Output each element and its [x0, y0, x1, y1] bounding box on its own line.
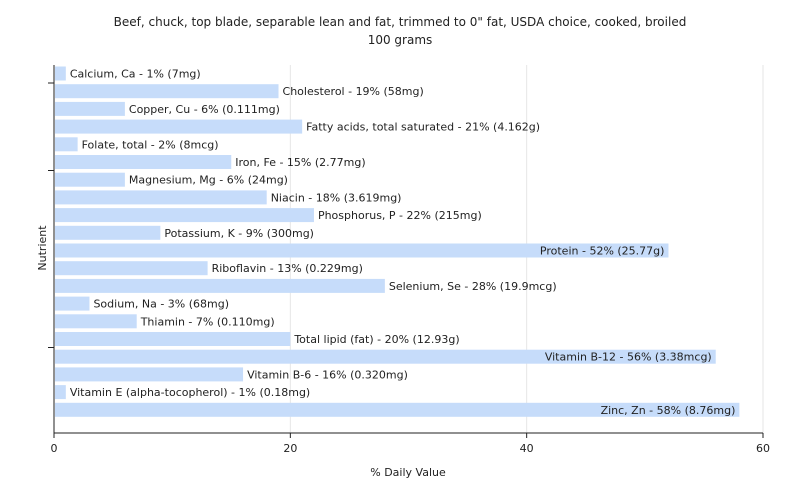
bar-label: Riboflavin - 13% (0.229mg)	[212, 262, 363, 275]
bar-label: Thiamin - 7% (0.110mg)	[140, 315, 275, 328]
bar-label: Vitamin B-6 - 16% (0.320mg)	[247, 368, 408, 381]
bar	[55, 208, 314, 223]
bar	[55, 137, 78, 152]
y-axis-label: Nutrient	[36, 225, 49, 271]
bars-group: Calcium, Ca - 1% (7mg) Cholesterol - 19% …	[55, 66, 740, 417]
x-tick-label: 60	[756, 442, 770, 455]
bar-label: Cholesterol - 19% (58mg)	[283, 85, 424, 98]
bar-label: Niacin - 18% (3.619mg)	[271, 191, 402, 204]
x-tick-label: 0	[51, 442, 58, 455]
bar	[55, 296, 90, 311]
bar-label: Folate, total - 2% (8mcg)	[82, 138, 219, 151]
bar	[55, 314, 137, 329]
bar-label: Potassium, K - 9% (300mg)	[164, 227, 314, 240]
bar-label: Total lipid (fat) - 20% (12.93g)	[293, 333, 459, 346]
chart-title: Beef, chuck, top blade, separable lean a…	[113, 15, 687, 29]
bar-label: Sodium, Na - 3% (68mg)	[93, 298, 229, 311]
bar	[55, 402, 740, 417]
bar	[55, 385, 66, 400]
bar-label: Zinc, Zn - 58% (8.76mg)	[601, 404, 736, 417]
bar-label: Fatty acids, total saturated - 21% (4.16…	[306, 121, 540, 134]
bar-label: Vitamin E (alpha-tocopherol) - 1% (0.18m…	[70, 386, 310, 399]
bar-label: Phosphorus, P - 22% (215mg)	[318, 209, 482, 222]
axes: 0 20 40 60	[48, 65, 770, 455]
bar	[55, 278, 385, 293]
bar-label: Calcium, Ca - 1% (7mg)	[70, 68, 201, 81]
bar	[55, 155, 232, 169]
bar-label: Magnesium, Mg - 6% (24mg)	[129, 174, 288, 187]
bar	[55, 349, 716, 364]
chart-subtitle: 100 grams	[367, 33, 433, 47]
bar	[55, 225, 161, 240]
bar-label: Iron, Fe - 15% (2.77mg)	[235, 156, 365, 169]
bar-label: Copper, Cu - 6% (0.111mg)	[129, 103, 280, 116]
bar	[55, 66, 66, 81]
bar	[55, 101, 125, 116]
bar	[55, 332, 291, 346]
bar	[55, 261, 208, 276]
bar-label: Selenium, Se - 28% (19.9mcg)	[389, 280, 557, 293]
bar-label: Protein - 52% (25.77g)	[540, 245, 665, 258]
bar	[55, 367, 244, 382]
bar	[55, 190, 267, 205]
x-tick-label: 40	[520, 442, 534, 455]
bar-label: Vitamin B-12 - 56% (3.38mcg)	[545, 351, 712, 364]
bar	[55, 84, 279, 99]
x-axis-label: % Daily Value	[370, 466, 446, 479]
bar	[55, 243, 669, 258]
bar	[55, 119, 303, 134]
bar	[55, 172, 125, 187]
x-tick-label: 20	[283, 442, 297, 455]
